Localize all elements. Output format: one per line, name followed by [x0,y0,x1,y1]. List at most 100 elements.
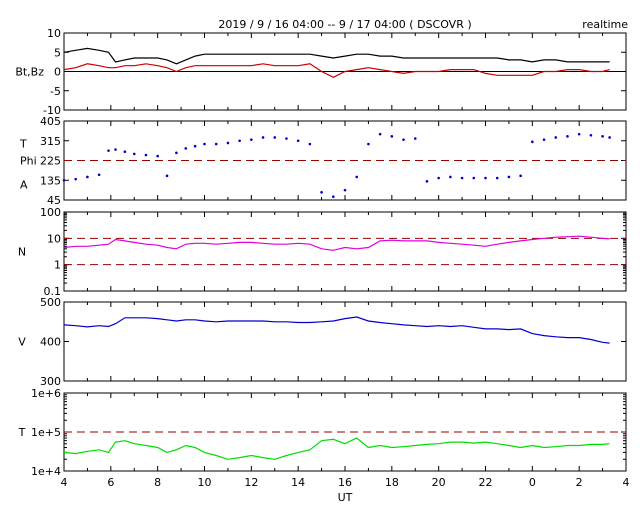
panel-2: 405 315 225 135 45 T Phi A [19,115,627,207]
y-tick-label: 1e+5 [31,426,61,439]
y-tick-label: 225 [40,155,61,168]
data-point [156,154,159,158]
data-point [402,138,405,141]
y-tick-label: 100 [40,206,61,219]
series-line-1 [63,437,610,460]
panel-4: 500 400 300 V [18,296,627,388]
y-axis-label: Bt,Bz [15,66,44,79]
data-point [62,178,66,182]
series-line-1 [63,316,610,344]
x-axis-label: UT [338,491,353,504]
x-tick-label: 16 [338,476,352,489]
data-point [472,176,476,180]
data-point [601,135,604,138]
x-tick-label: 6 [107,476,114,489]
x-tick-label: 10 [198,476,212,489]
y-tick-label: 45 [47,194,61,207]
chart-title: 2019 / 9 / 16 04:00 -- 9 / 17 04:00 ( DS… [218,18,471,31]
data-point [554,136,558,139]
data-point [531,140,534,144]
y-tick-label: 1e+6 [31,387,61,400]
y-tick-label: 0 [54,66,61,79]
y-axis-label: T [19,138,27,151]
y-axis-label: A [20,179,28,192]
y-tick-label: 500 [40,296,61,309]
x-tick-label: 2 [576,476,583,489]
data-point [390,135,394,138]
x-axis: UT 4 6 8 10 12 14 16 18 20 22 0 2 4 [61,476,630,504]
data-point [413,137,417,140]
data-point [175,151,178,155]
data-point [425,180,429,183]
data-point [308,142,312,146]
y-tick-label: -10 [43,104,61,117]
data-point [577,132,581,136]
data-point [273,136,277,139]
series-line-1 [63,235,610,251]
y-tick-label: 400 [40,336,61,349]
data-point [608,136,611,139]
series-line-1 [63,47,610,65]
data-point [97,173,101,177]
data-point [114,148,117,151]
y-tick-label: 315 [40,135,61,148]
data-point [132,152,136,156]
series-line-2 [63,63,610,78]
data-point [519,174,522,178]
data-point [203,142,206,146]
data-point [296,139,300,143]
y-tick-label: 0.1 [44,285,62,298]
panel-1: 10 5 0 -5 -10 Bt,Bz [15,27,627,117]
x-tick-label: 4 [623,476,630,489]
x-tick-label: 8 [154,476,161,489]
x-tick-label: 4 [61,476,68,489]
data-point [355,175,359,179]
y-tick-label: 1 [54,259,61,272]
panel-frame [63,211,627,292]
data-point [378,132,382,136]
x-tick-label: 12 [244,476,258,489]
data-point [484,176,487,180]
x-tick-label: 14 [291,476,305,489]
data-point [285,137,288,140]
y-tick-label: -5 [50,85,61,98]
data-point [367,142,370,146]
chart-panels: 1050-5-10Bt,Bz40531522513545TPhiA1001010… [15,27,627,478]
data-point [261,136,265,139]
data-point [320,191,323,194]
data-point [460,176,464,180]
data-point [165,174,169,178]
data-point [495,176,499,180]
data-point [238,139,241,143]
y-tick-label: 405 [40,115,61,128]
y-tick-label: 300 [40,375,61,388]
y-axis-label: V [18,336,26,349]
data-point [184,147,188,150]
x-tick-label: 20 [432,476,446,489]
data-point [507,175,511,179]
y-tick-label: 135 [40,174,61,187]
data-point [589,133,593,137]
data-point [226,141,230,145]
data-point [86,175,89,179]
y-tick-label: 1e+4 [31,465,61,478]
realtime-label: realtime [582,18,628,31]
data-point [542,138,546,141]
panel-5: 1e+6 1e+5 1e+4 T [18,387,627,478]
y-tick-label: 5 [54,46,61,59]
y-tick-label: 10 [47,27,61,40]
panel-frame [63,301,627,382]
data-point [449,175,452,179]
y-tick-label: 10 [47,232,61,245]
x-tick-label: 0 [529,476,536,489]
data-point [566,135,569,138]
data-point [74,177,78,181]
data-point [144,153,148,157]
data-point [193,144,197,148]
data-point [343,188,347,192]
y-axis-label: N [18,246,26,259]
panel-3: 100 10 1 0.1 N [18,206,627,298]
data-point [250,138,253,141]
y-axis-label: T [18,426,26,439]
data-point [107,149,110,152]
